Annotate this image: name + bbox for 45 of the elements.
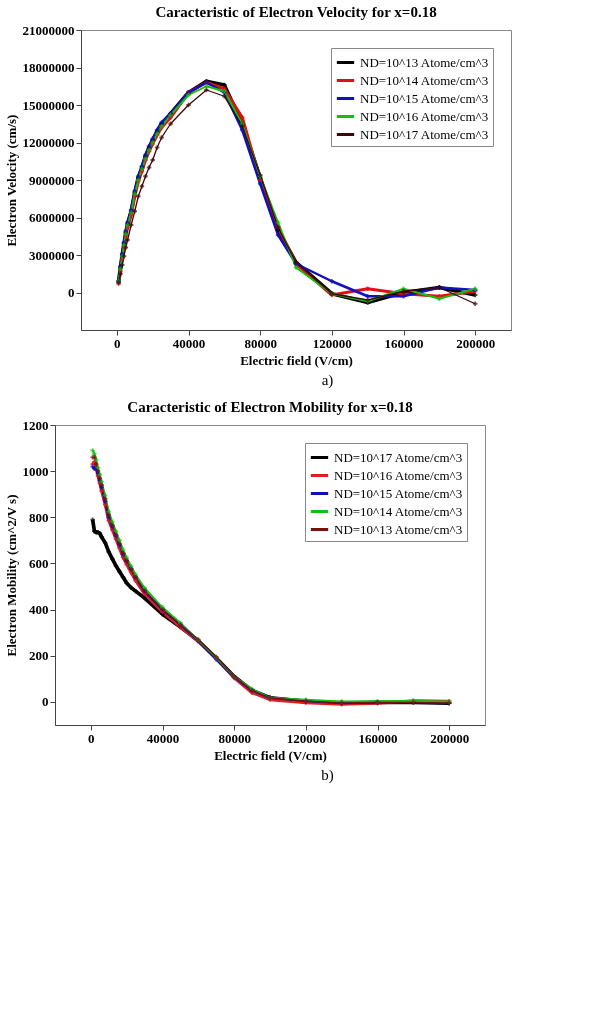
y-tick-label: 600 xyxy=(29,555,49,571)
legend-label: ND=10^13 Atome/cm^3 xyxy=(334,521,463,537)
legend-label: ND=10^17 Atome/cm^3 xyxy=(360,126,489,142)
x-tick-label: 40000 xyxy=(172,335,206,351)
legend-label: ND=10^17 Atome/cm^3 xyxy=(334,449,463,465)
legend-label: ND=10^14 Atome/cm^3 xyxy=(360,72,489,88)
y-tick-label: 3000000 xyxy=(29,247,75,263)
y-tick-label: 9000000 xyxy=(29,172,75,188)
x-tick-label: 120000 xyxy=(286,730,326,746)
y-tick-label: 400 xyxy=(29,602,49,618)
chart-title: Caracteristic of Electron Velocity for x=0.18 xyxy=(155,4,437,20)
x-tick-label: 200000 xyxy=(456,335,496,351)
y-tick-label: 6000000 xyxy=(29,210,75,225)
y-tick-label: 21000000 xyxy=(22,22,75,38)
x-tick-label: 200000 xyxy=(430,730,470,746)
x-tick-label: 160000 xyxy=(384,335,424,351)
legend-label: ND=10^14 Atome/cm^3 xyxy=(334,503,463,519)
y-axis-title: Electron Velocity (cm/s) xyxy=(3,114,19,247)
y-tick-label: 15000000 xyxy=(22,97,75,113)
x-tick-label: 80000 xyxy=(244,335,277,351)
y-tick-label: 0 xyxy=(42,694,49,710)
legend-label: ND=10^15 Atome/cm^3 xyxy=(360,90,489,106)
legend-label: ND=10^16 Atome/cm^3 xyxy=(334,467,463,483)
text: b) xyxy=(320,767,335,784)
y-tick-label: 0 xyxy=(68,285,75,300)
x-axis-title: Electric field (V/cm) xyxy=(240,352,353,368)
y-tick-label: 200 xyxy=(29,648,49,664)
x-tick-label: 40000 xyxy=(146,730,180,746)
y-axis-title: Electron Mobility (cm^2/V s) xyxy=(3,494,19,657)
x-tick-label: 0 xyxy=(88,730,95,746)
x-axis-title: Electric field (V/cm) xyxy=(214,747,327,763)
x-tick-label: 120000 xyxy=(312,335,352,351)
legend-label: ND=10^16 Atome/cm^3 xyxy=(360,108,489,124)
x-tick-label: 0 xyxy=(114,335,121,351)
y-tick-label: 1200 xyxy=(22,417,49,433)
legend-label: ND=10^15 Atome/cm^3 xyxy=(334,485,463,501)
x-tick-label: 160000 xyxy=(358,730,398,746)
y-tick-label: 800 xyxy=(29,509,49,525)
y-tick-label: 12000000 xyxy=(22,135,75,150)
y-tick-label: 1000 xyxy=(22,463,49,479)
text: a) xyxy=(320,372,335,389)
x-tick-label: 80000 xyxy=(218,730,251,746)
legend-label: ND=10^13 Atome/cm^3 xyxy=(360,54,489,70)
y-tick-label: 18000000 xyxy=(22,60,75,75)
chart-title: Caracteristic of Electron Mobility for x=0.18 xyxy=(127,399,413,415)
